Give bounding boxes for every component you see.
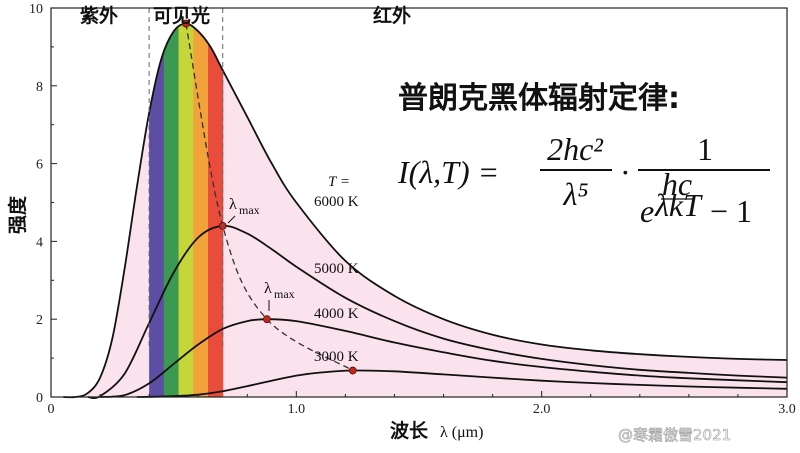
series-line-5000k <box>87 224 788 400</box>
formula-numerator-2: 1 <box>697 131 713 167</box>
formula-base: e <box>640 193 654 229</box>
y-tick-label: 4 <box>36 235 43 250</box>
visible-spectrum-bands <box>149 23 224 397</box>
x-tick-label: 2.0 <box>533 402 551 417</box>
spectrum-band-3 <box>178 23 194 397</box>
lambda-max-arrow-1 <box>227 215 236 224</box>
plot-area <box>63 8 788 400</box>
series-line-4000k <box>100 318 788 398</box>
spectrum-band-4 <box>193 23 209 397</box>
y-tick-label: 0 <box>36 391 43 406</box>
temperature-symbol: T = <box>328 174 350 190</box>
formula-exp-num: hc <box>662 166 692 202</box>
y-tick-label: 6 <box>36 158 43 173</box>
temperature-label-4: 3000 K <box>314 349 359 365</box>
lambda-max-label-1: λ max <box>227 196 260 224</box>
region-label-ir: 红外 <box>373 4 411 27</box>
formula-lhs: I(λ,T) = <box>397 154 499 190</box>
formula-numerator: 2hc² <box>547 131 604 167</box>
peak-marker-3 <box>262 315 271 324</box>
x-tick-label: 1.0 <box>288 402 306 417</box>
y-tick-label: 8 <box>36 80 43 95</box>
peak-marker-1 <box>182 19 190 28</box>
x-axis-unit: λ (μm) <box>440 424 483 441</box>
temperature-label-2: 5000 K <box>314 261 359 277</box>
formula-dot: · <box>620 154 631 190</box>
series-line-6000k <box>63 22 788 399</box>
area-fill-6000k <box>63 23 788 398</box>
planck-law: 普朗克黑体辐射定律: I(λ,T) = 2hc² λ⁵ · 1 e hc λkT… <box>397 81 770 229</box>
formula-minus-one: − 1 <box>710 193 752 229</box>
series-line-3000k <box>136 369 788 398</box>
series-lines <box>63 22 788 400</box>
region-label-visible: 可见光 <box>153 4 210 27</box>
y-axis-label: 强度 <box>6 195 29 234</box>
spectrum-band-2 <box>163 23 180 397</box>
y-ticks: 0 2 4 6 8 10 <box>29 2 57 406</box>
law-title: 普朗克黑体辐射定律: <box>398 81 680 116</box>
x-axis-label: 波长 <box>390 419 429 442</box>
wien-displacement-line <box>185 23 354 372</box>
formula-exp-den: λkT <box>654 187 703 223</box>
lambda-max-symbol-2: λ <box>264 280 272 297</box>
spectrum-band-5 <box>208 23 224 397</box>
lambda-max-symbol: λ <box>229 196 237 213</box>
region-label-uv: 紫外 <box>80 4 118 27</box>
axes: 0 1.0 2.0 3.0 0 2 4 6 8 10 <box>29 2 796 417</box>
y-tick-label: 2 <box>36 313 43 328</box>
x-tick-label: 0 <box>48 402 55 417</box>
x-ticks: 0 1.0 2.0 3.0 <box>48 391 796 417</box>
temperature-labels: 6000 K 5000 K 4000 K 3000 K <box>314 194 359 365</box>
lambda-max-sub-2: max <box>274 287 295 301</box>
temperature-label-3: 4000 K <box>314 306 359 322</box>
formula-denominator: λ⁵ <box>563 176 589 212</box>
spectrum-band-1 <box>149 23 165 397</box>
lambda-max-label-2: λ max <box>264 280 295 311</box>
lambda-max-sub: max <box>239 203 260 217</box>
watermark: @寒霜傲雪2021 <box>618 426 731 444</box>
y-tick-label: 10 <box>29 2 43 17</box>
peak-marker-4 <box>348 366 357 375</box>
x-tick-label: 3.0 <box>778 402 796 417</box>
temperature-label-1: 6000 K <box>314 194 359 210</box>
